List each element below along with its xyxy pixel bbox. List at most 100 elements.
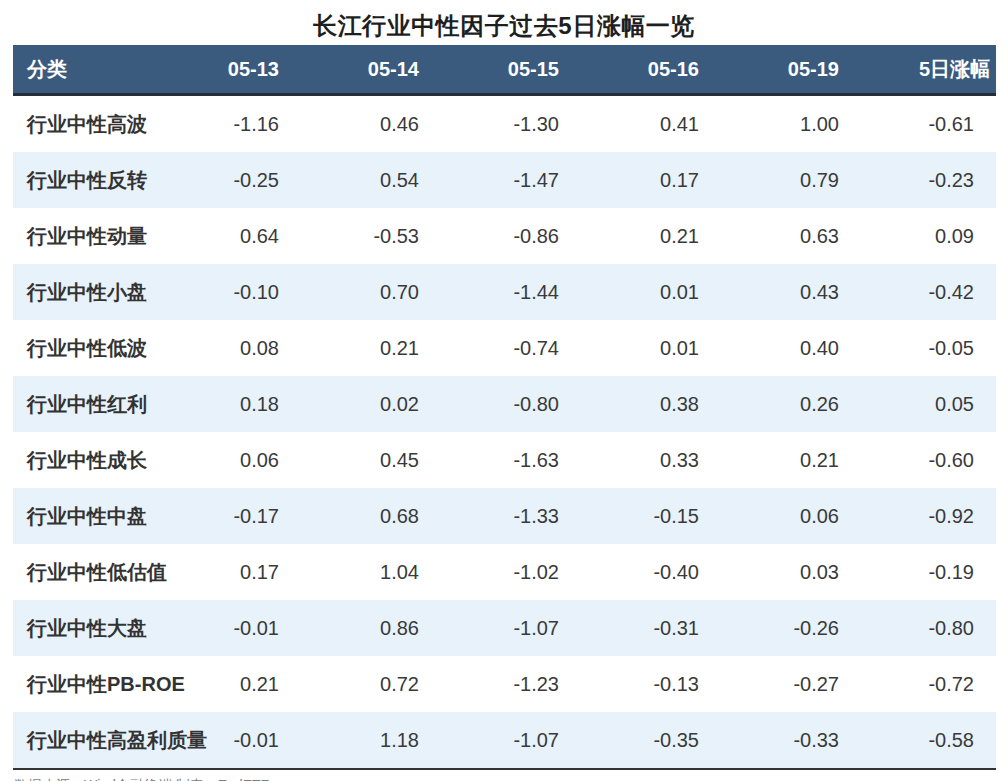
row-label: 行业中性低估值 xyxy=(13,544,143,600)
cell-value: 0.21 xyxy=(283,320,423,376)
cell-value: -0.72 xyxy=(843,656,996,712)
cell-value: -0.23 xyxy=(843,152,996,208)
row-label: 行业中性大盘 xyxy=(13,600,143,656)
cell-value: -0.40 xyxy=(563,544,703,600)
cell-value: 0.43 xyxy=(703,264,843,320)
row-label: 行业中性PB-ROE xyxy=(13,656,143,712)
cell-value: 0.06 xyxy=(703,488,843,544)
cell-value: 0.18 xyxy=(143,376,283,432)
cell-value: -0.42 xyxy=(843,264,996,320)
cell-value: -0.13 xyxy=(563,656,703,712)
cell-value: 0.40 xyxy=(703,320,843,376)
page: 长江行业中性因子过去5日涨幅一览 分类05-1305-1405-1505-160… xyxy=(0,0,1008,781)
header-cell: 05-13 xyxy=(143,45,283,95)
cell-value: 0.72 xyxy=(283,656,423,712)
table-row: 行业中性PB-ROE0.210.72-1.23-0.13-0.27-0.72 xyxy=(13,656,996,712)
cell-value: 1.04 xyxy=(283,544,423,600)
cell-value: -0.61 xyxy=(843,95,996,153)
cell-value: 0.86 xyxy=(283,600,423,656)
table-row: 行业中性中盘-0.170.68-1.33-0.150.06-0.92 xyxy=(13,488,996,544)
cell-value: -0.01 xyxy=(143,600,283,656)
cell-value: -0.92 xyxy=(843,488,996,544)
header-cell: 05-19 xyxy=(703,45,843,95)
cell-value: -1.33 xyxy=(423,488,563,544)
table-row: 行业中性低估值0.171.04-1.02-0.400.03-0.19 xyxy=(13,544,996,600)
table-row: 行业中性红利0.180.02-0.800.380.260.05 xyxy=(13,376,996,432)
cell-value: 0.01 xyxy=(563,264,703,320)
table-row: 行业中性反转-0.250.54-1.470.170.79-0.23 xyxy=(13,152,996,208)
cell-value: 0.41 xyxy=(563,95,703,153)
cell-value: 0.09 xyxy=(843,208,996,264)
cell-value: -0.80 xyxy=(843,600,996,656)
page-title: 长江行业中性因子过去5日涨幅一览 xyxy=(0,0,1008,45)
table-header: 分类05-1305-1405-1505-1605-195日涨幅 xyxy=(13,45,996,95)
cell-value: -1.02 xyxy=(423,544,563,600)
cell-value: 0.70 xyxy=(283,264,423,320)
table-row: 行业中性高波-1.160.46-1.300.411.00-0.61 xyxy=(13,95,996,153)
cell-value: -0.05 xyxy=(843,320,996,376)
cell-value: -0.80 xyxy=(423,376,563,432)
cell-value: -0.26 xyxy=(703,600,843,656)
header-cell: 05-16 xyxy=(563,45,703,95)
row-label: 行业中性低波 xyxy=(13,320,143,376)
cell-value: 0.68 xyxy=(283,488,423,544)
table-row: 行业中性大盘-0.010.86-1.07-0.31-0.26-0.80 xyxy=(13,600,996,656)
cell-value: -1.44 xyxy=(423,264,563,320)
cell-value: -0.58 xyxy=(843,712,996,769)
table-row: 行业中性高盈利质量-0.011.18-1.07-0.35-0.33-0.58 xyxy=(13,712,996,769)
header-cell: 05-15 xyxy=(423,45,563,95)
cell-value: -0.35 xyxy=(563,712,703,769)
cell-value: 0.17 xyxy=(563,152,703,208)
cell-value: 0.33 xyxy=(563,432,703,488)
cell-value: -0.25 xyxy=(143,152,283,208)
cell-value: -0.86 xyxy=(423,208,563,264)
table-row: 行业中性动量0.64-0.53-0.860.210.630.09 xyxy=(13,208,996,264)
row-label: 行业中性红利 xyxy=(13,376,143,432)
cell-value: -0.27 xyxy=(703,656,843,712)
cell-value: 0.06 xyxy=(143,432,283,488)
cell-value: 1.00 xyxy=(703,95,843,153)
table-row: 行业中性低波0.080.21-0.740.010.40-0.05 xyxy=(13,320,996,376)
cell-value: -0.31 xyxy=(563,600,703,656)
row-label: 行业中性中盘 xyxy=(13,488,143,544)
cell-value: 0.79 xyxy=(703,152,843,208)
header-row: 分类05-1305-1405-1505-1605-195日涨幅 xyxy=(13,45,996,95)
cell-value: 0.38 xyxy=(563,376,703,432)
cell-value: -0.53 xyxy=(283,208,423,264)
cell-value: -1.47 xyxy=(423,152,563,208)
cell-value: 0.45 xyxy=(283,432,423,488)
cell-value: -0.15 xyxy=(563,488,703,544)
cell-value: 0.08 xyxy=(143,320,283,376)
header-cell-category: 分类 xyxy=(13,45,143,95)
cell-value: -0.17 xyxy=(143,488,283,544)
table-row: 行业中性小盘-0.100.70-1.440.010.43-0.42 xyxy=(13,264,996,320)
cell-value: -1.07 xyxy=(423,600,563,656)
cell-value: 0.54 xyxy=(283,152,423,208)
header-cell: 5日涨幅 xyxy=(843,45,996,95)
cell-value: 0.02 xyxy=(283,376,423,432)
cell-value: -1.63 xyxy=(423,432,563,488)
cell-value: -1.30 xyxy=(423,95,563,153)
row-label: 行业中性高盈利质量 xyxy=(13,712,143,769)
cell-value: 0.01 xyxy=(563,320,703,376)
cell-value: -0.19 xyxy=(843,544,996,600)
header-cell: 05-14 xyxy=(283,45,423,95)
cell-value: -1.16 xyxy=(143,95,283,153)
cell-value: 0.21 xyxy=(703,432,843,488)
row-label: 行业中性成长 xyxy=(13,432,143,488)
table-body: 行业中性高波-1.160.46-1.300.411.00-0.61行业中性反转-… xyxy=(13,95,996,770)
row-label: 行业中性小盘 xyxy=(13,264,143,320)
source-note: 数据来源：Wind金融终端 制表：EarlETF xyxy=(14,777,1008,781)
cell-value: 0.63 xyxy=(703,208,843,264)
cell-value: -0.10 xyxy=(143,264,283,320)
cell-value: 1.18 xyxy=(283,712,423,769)
cell-value: -1.23 xyxy=(423,656,563,712)
row-label: 行业中性反转 xyxy=(13,152,143,208)
row-label: 行业中性高波 xyxy=(13,95,143,153)
row-label: 行业中性动量 xyxy=(13,208,143,264)
cell-value: 0.64 xyxy=(143,208,283,264)
cell-value: -0.74 xyxy=(423,320,563,376)
cell-value: 0.21 xyxy=(563,208,703,264)
cell-value: 0.46 xyxy=(283,95,423,153)
cell-value: 0.05 xyxy=(843,376,996,432)
